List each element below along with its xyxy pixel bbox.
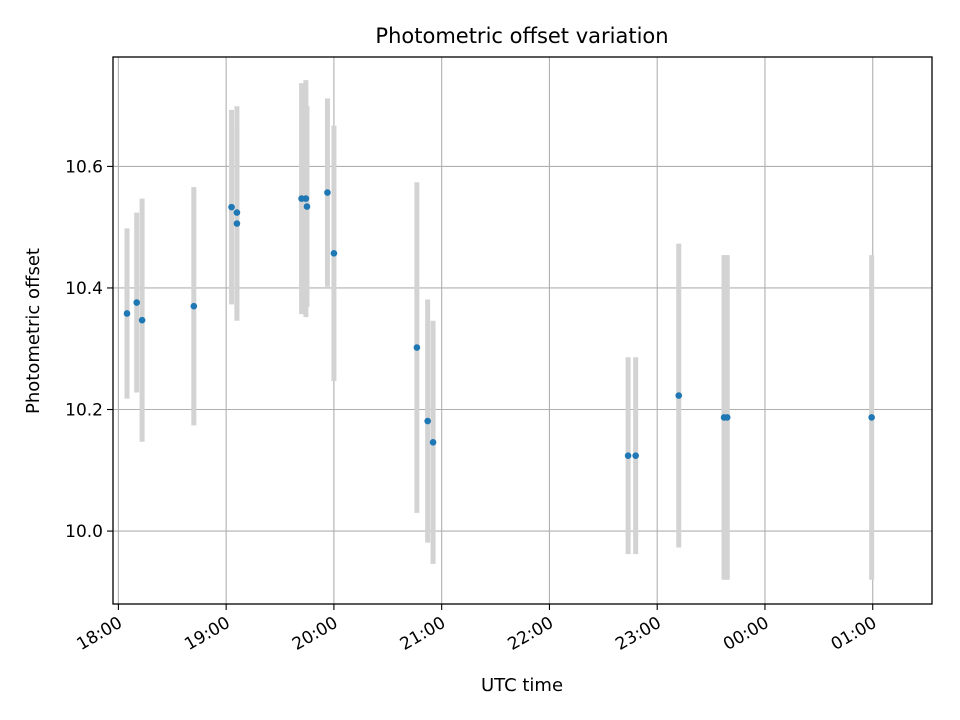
data-points: [123, 189, 875, 460]
data-point: [302, 195, 310, 202]
data-point: [632, 452, 639, 460]
data-point: [330, 250, 338, 257]
data-point: [429, 439, 437, 446]
y-tick-label: 10.6: [65, 157, 103, 177]
data-point: [723, 414, 731, 421]
data-point: [138, 316, 146, 324]
data-point: [675, 392, 683, 399]
data-point: [413, 344, 421, 351]
data-point: [424, 417, 431, 425]
data-point: [123, 310, 131, 317]
x-axis-label: UTC time: [481, 675, 563, 696]
y-axis-ticks: 10.0 10.2 10.4 10.6: [65, 157, 113, 542]
data-point: [233, 209, 241, 216]
data-point: [868, 414, 875, 421]
data-point: [133, 299, 141, 306]
data-point: [324, 189, 331, 196]
y-tick-label: 10.2: [65, 401, 103, 421]
y-tick-label: 10.0: [65, 522, 103, 542]
data-point: [303, 203, 311, 210]
plot-frame: [112, 56, 933, 605]
y-tick-label: 10.4: [65, 279, 103, 299]
data-point: [228, 203, 235, 211]
data-point: [190, 302, 198, 310]
chart-title: Photometric offset variation: [375, 24, 668, 48]
data-point: [624, 452, 632, 460]
y-axis-label: Photometric offset: [23, 248, 44, 414]
data-point: [233, 220, 241, 227]
